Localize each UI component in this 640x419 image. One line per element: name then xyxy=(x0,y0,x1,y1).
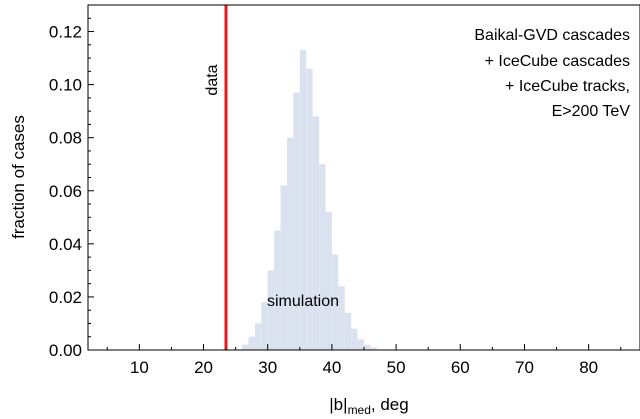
x-axis-ticks: 10 20 30 40 50 60 70 80 xyxy=(106,344,622,377)
histogram-bar xyxy=(319,164,326,350)
histogram-bar xyxy=(267,270,275,350)
histogram-bar xyxy=(351,328,358,350)
y-tick-label: 0.06 xyxy=(49,182,82,201)
y-tick-label: 0.10 xyxy=(49,76,82,95)
y-tick-label: 0.12 xyxy=(49,23,82,42)
histogram-bar xyxy=(306,68,313,350)
x-tick-label: 40 xyxy=(322,358,341,377)
histogram-bar xyxy=(293,92,300,351)
histogram-bar xyxy=(274,230,281,350)
histogram-bar xyxy=(254,323,262,350)
y-axis-title: fraction of cases xyxy=(9,115,28,239)
y-tick-label: 0.08 xyxy=(49,129,82,148)
annotation-line: Baikal-GVD cascades xyxy=(474,27,630,44)
annotation-line: + IceCube tracks, xyxy=(505,78,630,95)
histogram-bar xyxy=(357,339,364,350)
x-tick-label: 10 xyxy=(130,358,149,377)
histogram-bar xyxy=(331,254,339,350)
histogram-bar xyxy=(280,185,287,350)
y-tick-label: 0.02 xyxy=(49,288,82,307)
histogram-bar xyxy=(312,116,320,350)
y-tick-label: 0.04 xyxy=(49,235,82,254)
histogram-bars xyxy=(242,50,377,351)
histogram-bar xyxy=(338,286,345,350)
x-axis-title-suffix: , deg xyxy=(371,395,409,414)
histogram-bar xyxy=(370,347,377,350)
x-tick-label: 20 xyxy=(194,358,213,377)
dataset-annotation: Baikal-GVD cascades + IceCube cascades +… xyxy=(474,27,630,120)
x-tick-label: 80 xyxy=(579,358,598,377)
annotation-line: E>200 TeV xyxy=(552,103,631,120)
histogram-bar xyxy=(299,50,307,350)
histogram-bar xyxy=(242,344,249,350)
data-line-label: data xyxy=(204,64,221,95)
x-axis-title-subscript: med xyxy=(348,403,371,417)
histogram-bar xyxy=(261,302,268,350)
y-axis-ticks: 0.00 0.02 0.04 0.06 0.08 0.10 0.12 xyxy=(49,17,94,360)
simulation-label: simulation xyxy=(267,293,339,310)
x-tick-label: 50 xyxy=(387,358,406,377)
histogram-bar xyxy=(325,212,332,350)
histogram-bar xyxy=(344,312,352,350)
x-tick-label: 30 xyxy=(258,358,277,377)
y-tick-label: 0.00 xyxy=(49,341,82,360)
histogram-bar xyxy=(286,137,294,350)
x-tick-label: 60 xyxy=(451,358,470,377)
x-tick-label: 70 xyxy=(515,358,534,377)
x-axis-title-main: |b| xyxy=(329,395,347,414)
histogram-bar xyxy=(248,336,255,350)
histogram-bar xyxy=(364,344,371,350)
annotation-line: + IceCube cascades xyxy=(485,53,630,70)
x-axis-title: |b|med, deg xyxy=(329,395,408,417)
